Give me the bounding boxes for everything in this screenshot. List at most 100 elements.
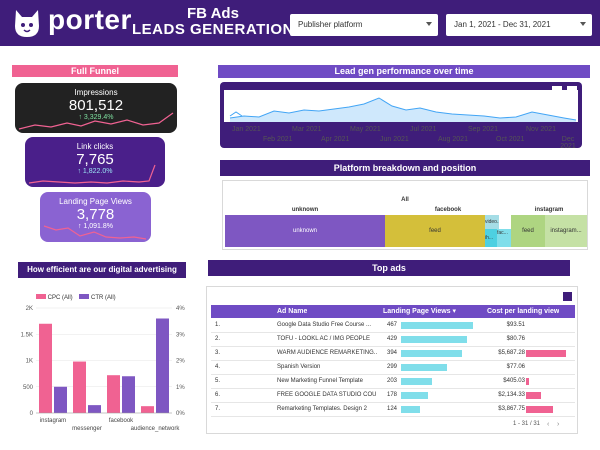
cost-bar (526, 406, 553, 413)
legend-ctr-swatch (79, 294, 90, 299)
cost-value: $80.76 (506, 336, 525, 342)
lead-gen-performance-panel (220, 82, 582, 148)
cost-value: $2,134.33 (498, 392, 525, 398)
cost-bar (526, 378, 529, 385)
treemap-cell-video[interactable]: video... (485, 215, 499, 229)
x-tick-nov-2021: Nov 2021 (526, 126, 556, 133)
treemap-cell-unknown[interactable]: unknown (225, 215, 385, 247)
pagination-next-icon[interactable]: › (557, 421, 560, 428)
treemap-cell-ih[interactable]: ih... (485, 229, 497, 247)
table-row[interactable]: 5. New Marketing Funnel Template 203 $405.0… (211, 375, 575, 389)
x-tick-jan-2021: Jan 2021 (232, 126, 261, 133)
y-right-tick-label: 1% (176, 385, 185, 391)
top-ads-title: Top ads (208, 260, 570, 276)
x-tick-mar-2021: Mar 2021 (292, 126, 322, 133)
landing-views-bar (401, 322, 473, 329)
landing-views-bar (401, 350, 462, 357)
link-clicks-delta: ↑ 1,822.0% (77, 168, 113, 175)
full-funnel-title: Full Funnel (12, 65, 178, 77)
porter-cat-logo-icon (15, 10, 39, 37)
link-clicks-sparkline (28, 164, 156, 184)
x-tick-may-2021: May 2021 (350, 126, 381, 133)
treemap-cell-facebook-feed[interactable]: feed (385, 215, 485, 247)
bar-ctr-facebook (122, 376, 135, 413)
landing-views-value: 429 (387, 336, 398, 342)
cost-value: $77.06 (506, 364, 525, 370)
landing-views-bar (401, 364, 447, 371)
table-row[interactable]: 2. TOFU - LOOKL AC / IMG PEOPLE 429 $80.76 (211, 333, 575, 347)
link-clicks-card: Link clicks 7,765 ↑ 1,822.0% (25, 137, 165, 187)
y-left-tick-label: 0 (30, 411, 34, 417)
col-cost-per-landing-view[interactable]: Cost per landing view (487, 308, 560, 315)
treemap-cell-instagram-feed[interactable]: feed (511, 215, 545, 247)
treemap-group-unknown: unknown (291, 207, 319, 213)
landing-views-value: 203 (387, 378, 398, 384)
treemap-group-instagram: instagram (534, 207, 564, 213)
efficiency-legend: CPC (All) CTR (All) (36, 294, 116, 301)
table-row[interactable]: 4. Spanish Version 299 $77.06 (211, 361, 575, 375)
treemap-cell-fac[interactable]: fac... (497, 229, 511, 247)
brand-name: porter (48, 4, 132, 35)
x-tick-apr-2021: Apr 2021 (321, 136, 350, 143)
table-row[interactable]: 7. Remarketing Templates. Design 2 124 $3,8… (211, 403, 575, 417)
row-index: 2. (215, 336, 221, 342)
landing-views-value: 299 (387, 364, 398, 370)
ad-name-cell: TOFU - LOOKL AC / IMG PEOPLE (277, 336, 371, 342)
bar-cpc-facebook (107, 375, 120, 413)
bar-ctr-messenger (88, 405, 101, 413)
treemap-cell-instagram-stories[interactable]: instagram... (545, 215, 587, 247)
col-landing-page-views[interactable]: Landing Page Views ▾ (383, 308, 457, 315)
x-tick-dec-2021: Dec 2021 (560, 136, 576, 150)
top-ads-header-row: Ad Name Landing Page Views ▾ Cost per la… (211, 305, 575, 318)
ad-name-cell: Spanish Version (277, 364, 321, 370)
performance-plot-area (224, 90, 578, 122)
x-tick-feb-2021: Feb 2021 (263, 136, 293, 143)
x-tick-jul-2021: Jul 2021 (410, 126, 437, 133)
table-row[interactable]: 1. Google Data Studio Free Course ... 467 $… (211, 319, 575, 333)
page-title-line1: FB Ads (186, 5, 239, 22)
date-range-label: Jan 1, 2021 - Dec 31, 2021 (454, 20, 551, 29)
platform-treemap: All unknown facebook instagram unknown f… (222, 180, 588, 250)
landing-page-views-value: 3,778 (76, 206, 115, 223)
pagination-prev-icon[interactable]: ‹ (547, 421, 550, 428)
landing-page-views-card: Landing Page Views 3,778 ↑ 1,091.8% (40, 192, 151, 242)
cost-value: $5,687.28 (498, 350, 525, 356)
ad-name-cell: New Marketing Funnel Template (277, 378, 363, 384)
x-tick-label: instagram (40, 418, 66, 424)
x-tick-aug-2021: Aug 2021 (438, 136, 468, 143)
y-left-tick-label: 1K (26, 359, 33, 365)
table-row[interactable]: 6. FREE GOOGLE DATA STUDIO COU... 178 $2,13… (211, 389, 575, 403)
platform-breakdown-title: Platform breakdown and position (220, 160, 590, 176)
col-ad-name[interactable]: Ad Name (277, 308, 308, 315)
y-right-tick-label: 4% (176, 306, 185, 312)
row-index: 1. (215, 322, 221, 328)
legend-ctr-label: CTR (All) (91, 295, 116, 301)
table-row[interactable]: 3. WARM AUDIENCE REMARKETING... 394 $5,687.… (211, 347, 575, 361)
date-range-picker[interactable]: Jan 1, 2021 - Dec 31, 2021 (446, 14, 592, 36)
landing-page-views-label: Landing Page Views (59, 197, 132, 206)
bar-ctr-audience_network (156, 318, 169, 413)
publisher-platform-dropdown[interactable]: Publisher platform (290, 14, 438, 36)
pagination-label: 1 - 31 / 31 (513, 421, 541, 427)
impressions-value: 801,512 (68, 97, 124, 114)
landing-page-views-delta: ↑ 1,091.8% (77, 223, 114, 230)
y-left-tick-label: 1.5K (21, 332, 33, 338)
table-options-button[interactable] (563, 292, 572, 301)
row-index: 4. (215, 364, 221, 370)
bar-cpc-messenger (73, 361, 86, 413)
chevron-down-icon (580, 22, 586, 26)
landing-views-value: 467 (387, 322, 398, 328)
ad-name-cell: Google Data Studio Free Course ... (277, 322, 372, 328)
x-tick-label: messenger (72, 426, 102, 432)
chevron-down-icon (426, 22, 432, 26)
y-right-tick-label: 0% (176, 411, 185, 417)
cost-value: $3,867.75 (498, 406, 525, 412)
cost-value: $405.03 (503, 378, 525, 384)
landing-views-value: 124 (387, 406, 398, 412)
landing-views-value: 394 (387, 350, 398, 356)
y-right-tick-label: 2% (176, 359, 185, 365)
row-index: 5. (215, 378, 221, 384)
landing-views-value: 178 (387, 392, 398, 398)
x-tick-oct-2021: Oct 2021 (496, 136, 525, 143)
cost-bar (526, 350, 566, 357)
